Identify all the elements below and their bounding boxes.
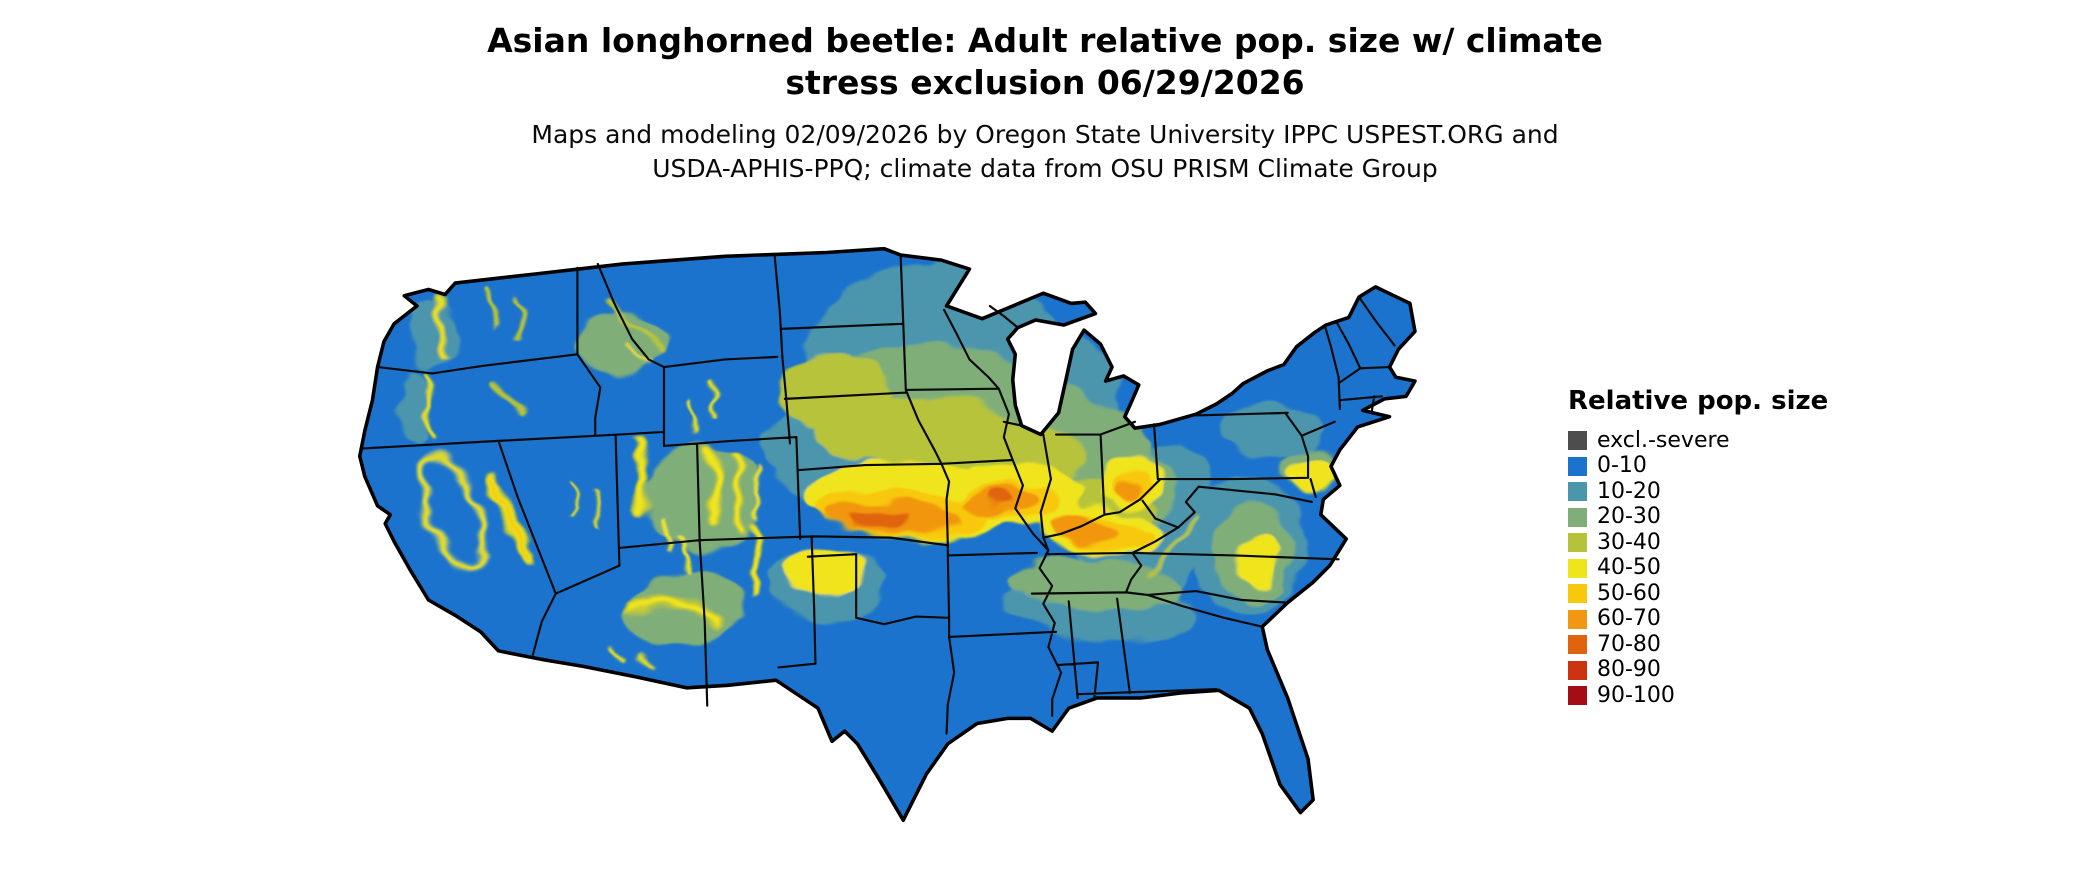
legend-items: excl.-severe 0-10 10-20 20-30 30-40 40-50 50-6… [1568, 428, 1828, 709]
mountain-filament [425, 373, 432, 435]
mountain-filament [489, 474, 532, 560]
legend-item-label: 70-80 [1597, 631, 1661, 657]
legend-item: 10-20 [1568, 479, 1828, 505]
figure-subtitle-line1: Maps and modeling 02/09/2026 by Oregon S… [531, 120, 1559, 149]
legend-item: 90-100 [1568, 683, 1828, 709]
mountain-filament [624, 342, 656, 369]
legend-item-label: 10-20 [1597, 478, 1661, 504]
figure-header: Asian longhorned beetle: Adult relative … [0, 20, 2090, 186]
page-title: Asian longhorned beetle: Adult relative … [0, 20, 2090, 104]
pop-blob [1048, 517, 1120, 543]
mountain-filament [570, 480, 579, 519]
figure-subtitle: Maps and modeling 02/09/2026 by Oregon S… [0, 118, 2090, 186]
mountain-filament [628, 599, 718, 623]
map-raster-layer [359, 248, 1415, 821]
pop-blob [1117, 477, 1143, 499]
legend-item: 20-30 [1568, 505, 1828, 531]
legend-item: 50-60 [1568, 581, 1828, 607]
mountain-filament [753, 469, 760, 517]
legend-item: 40-50 [1568, 556, 1828, 582]
legend-item: excl.-severe [1568, 428, 1828, 454]
pop-blob [786, 545, 868, 597]
legend-swatch [1568, 482, 1587, 502]
legend-item: 30-40 [1568, 530, 1828, 556]
legend-item-label: 0-10 [1597, 453, 1647, 479]
pop-blob [397, 369, 429, 441]
mountain-filament [733, 453, 743, 530]
mountain-filament [751, 520, 757, 591]
page-title-line2: stress exclusion 06/29/2026 [785, 63, 1305, 102]
legend-swatch [1568, 584, 1587, 604]
pop-blob [406, 299, 458, 371]
pop-blob [845, 512, 910, 528]
legend-swatch [1568, 660, 1587, 680]
mountain-filament [707, 380, 718, 420]
pop-blob [1236, 535, 1278, 587]
legend-swatch [1568, 686, 1587, 706]
state-borders [359, 255, 1396, 735]
pop-blob [1290, 462, 1337, 488]
mountain-filament [512, 298, 525, 337]
legend-swatch [1568, 507, 1587, 527]
mountain-filament [709, 445, 721, 526]
mountain-filament [483, 290, 499, 327]
legend-item-label: 60-70 [1597, 606, 1661, 632]
legend-item-label: 80-90 [1597, 657, 1661, 683]
mountain-filament [606, 642, 628, 660]
mountain-filament [684, 398, 697, 433]
pop-blob [1011, 557, 1177, 610]
legend-item-label: 50-60 [1597, 580, 1661, 606]
legend-item: 80-90 [1568, 658, 1828, 684]
mountain-filament [661, 520, 675, 556]
mountain-filament [435, 294, 447, 359]
mountain-filament [593, 492, 601, 530]
mountain-filament [795, 366, 808, 399]
pop-blob [644, 443, 760, 551]
legend-swatch [1568, 533, 1587, 553]
mountain-filament [1150, 514, 1199, 576]
mountain-filament [636, 655, 659, 670]
figure-subtitle-line2: USDA-APHIS-PPQ; climate data from OSU PR… [652, 154, 1438, 183]
mountain-filament [635, 438, 645, 518]
pop-blob [775, 354, 891, 431]
mountain-filament [492, 379, 525, 417]
page-title-line1: Asian longhorned beetle: Adult relative … [487, 21, 1603, 60]
legend-item-label: 30-40 [1597, 529, 1661, 555]
nation-outline [357, 246, 1417, 823]
legend-swatch [1568, 558, 1587, 578]
legend-item-label: excl.-severe [1597, 427, 1730, 453]
central-valley-rim [420, 455, 486, 569]
legend-item-label: 40-50 [1597, 555, 1661, 581]
pop-blob [1221, 402, 1324, 459]
legend-swatch [1568, 431, 1587, 451]
legend-swatch [1568, 635, 1587, 655]
pop-blob [983, 493, 1015, 506]
map-legend: Relative pop. size excl.-severe 0-10 10-20… [1568, 386, 1828, 709]
us-map-svg [357, 246, 1417, 823]
legend-item-label: 20-30 [1597, 504, 1661, 530]
legend-swatch [1568, 609, 1587, 629]
pop-blob [578, 309, 668, 374]
legend-item-label: 90-100 [1597, 682, 1675, 708]
legend-swatch [1568, 456, 1587, 476]
legend-item: 60-70 [1568, 607, 1828, 633]
legend-item: 70-80 [1568, 632, 1828, 658]
legend-item: 0-10 [1568, 454, 1828, 480]
us-map [305, 226, 1527, 890]
legend-title: Relative pop. size [1568, 386, 1829, 416]
